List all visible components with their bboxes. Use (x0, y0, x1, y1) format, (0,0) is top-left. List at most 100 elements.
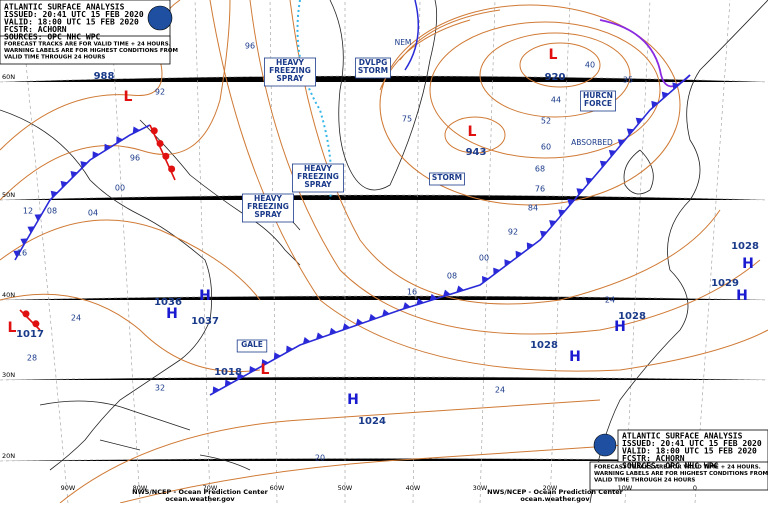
isobar-label: 96 (245, 42, 255, 51)
note-line-2: VALID TIME THROUGH 24 HOURS (594, 478, 695, 484)
cold-front-symbol (355, 318, 364, 326)
center-pressure: 1017 (16, 329, 44, 340)
isobar-label: 00 (115, 184, 125, 193)
latitude-label: 50N (2, 191, 15, 199)
center-pressure: 1028 (618, 311, 646, 322)
center-pressure: 943 (466, 147, 487, 158)
latitude-label: 20N (2, 452, 15, 460)
isobar-label: 84 (528, 204, 538, 213)
isobar-label: 28 (27, 354, 37, 363)
cold-front-symbol (504, 259, 512, 267)
footer-text: ocean.weather.gov (520, 495, 590, 503)
cold-front-symbol (651, 100, 659, 109)
cold-front-symbol (212, 386, 220, 394)
warning-label: FORCE (584, 99, 612, 108)
cold-front-symbol (70, 171, 78, 179)
cold-front-symbol (80, 161, 88, 169)
note-line: WARNING LABELS ARE FOR HIGHEST CONDITION… (4, 48, 178, 54)
cold-front-symbol (482, 276, 489, 284)
warm-front-symbol (168, 165, 176, 173)
header-line-2: VALID: 18:00 UTC 15 FEB 2020 (622, 447, 757, 456)
center-pressure: 1029 (711, 278, 739, 289)
cold-front-symbol (576, 188, 584, 196)
isobar-label: 44 (551, 96, 561, 105)
other-label: ABSORBED (571, 138, 613, 147)
longitude-label: 10W (618, 484, 633, 492)
note-box (0, 35, 171, 65)
warm-front-symbol (156, 139, 164, 147)
cold-front-symbol (672, 82, 680, 90)
other-label: NEM (395, 38, 412, 47)
warning-label: STORM (358, 66, 388, 75)
isobar-label: 35 (623, 76, 633, 85)
note-box-2 (589, 461, 768, 491)
cold-front-symbol (402, 302, 411, 310)
header-line: ISSUED: 20:41 UTC 15 FEB 2020 (4, 10, 144, 19)
noaa-logo (147, 5, 173, 31)
latitude-label: 40N (2, 291, 15, 299)
cold-front-symbol (92, 151, 100, 159)
center-symbol: H (742, 256, 754, 272)
note-line: FORECAST TRACKS ARE FOR VALID TIME + 24 … (4, 42, 171, 48)
longitude-label: 60W (270, 484, 285, 492)
cold-front-symbol (329, 327, 337, 335)
isobar-label: 76 (535, 185, 545, 194)
labels: ATLANTIC SURFACE ANALYSIS ATLANTIC SURFAC… (2, 3, 768, 504)
cold-front-symbol (626, 128, 634, 136)
warm-front-symbol (32, 320, 40, 328)
isobar-label: 32 (155, 384, 165, 393)
isobar-label: 04 (88, 209, 98, 218)
header-line: ATLANTIC SURFACE ANALYSIS (4, 3, 125, 12)
warning-box (263, 57, 316, 87)
warning-label: FREEZING (269, 66, 311, 75)
note-line-2: FORECAST TRACKS ARE FOR VALID TIME + 24 … (594, 465, 761, 471)
center-pressure: 1024 (358, 416, 386, 427)
warning-box (241, 193, 294, 223)
warm-front-symbol (162, 152, 170, 160)
center-symbol: L (261, 362, 270, 378)
warning-label: SPRAY (304, 180, 332, 189)
note-line: VALID TIME THROUGH 24 HOURS (4, 55, 105, 61)
cold-front-symbol (456, 285, 464, 293)
center-symbol: H (569, 349, 581, 365)
note-line-2: WARNING LABELS ARE FOR HIGHEST CONDITION… (594, 471, 768, 477)
cold-front-symbol (104, 143, 112, 151)
center-pressure: 1018 (214, 367, 242, 378)
header-line-2: SOURCES: OPC NHC WPC (622, 462, 719, 471)
isobar-label: 12 (23, 207, 33, 216)
cold-front-symbol (382, 309, 390, 317)
isobar-label: 40 (585, 61, 595, 70)
longitude-label: 50W (338, 484, 353, 492)
warning-label: HURCN (583, 91, 613, 100)
longitude-label: 90W (61, 484, 76, 492)
cold-front-symbol (442, 289, 451, 297)
longitude-label: 80W (133, 484, 148, 492)
center-pressure: 1037 (191, 316, 219, 327)
longitude-label: 0 (693, 484, 697, 492)
cold-front-symbol (224, 379, 232, 387)
warning-box (236, 339, 268, 353)
warning-label: GALE (241, 340, 263, 349)
cold-front-symbol (599, 160, 608, 168)
center-symbol: H (199, 288, 211, 304)
cold-front-symbol (13, 250, 21, 258)
isobar-label: 08 (447, 272, 457, 281)
warning-label: FREEZING (297, 172, 339, 181)
isobar-label: 16 (17, 249, 27, 258)
cold-front-symbol (286, 345, 294, 353)
noaa-logo-2 (593, 433, 617, 457)
header-line-2: FCSTR: ACHORN (622, 454, 685, 463)
cold-front-symbol (34, 214, 42, 222)
cold-front-symbol (261, 359, 269, 367)
center-symbol: L (549, 47, 558, 63)
isobar-label: 24 (495, 386, 505, 395)
cold-front-symbol (493, 267, 500, 275)
cold-front-symbol (237, 372, 245, 380)
front-line (14, 124, 151, 261)
cold-front-symbol (416, 298, 424, 305)
footer-text: NWS/NCEP - Ocean Prediction Center (132, 488, 268, 496)
warning-label: FREEZING (247, 202, 289, 211)
cold-front-symbol (249, 365, 257, 374)
warning-box (355, 57, 391, 79)
